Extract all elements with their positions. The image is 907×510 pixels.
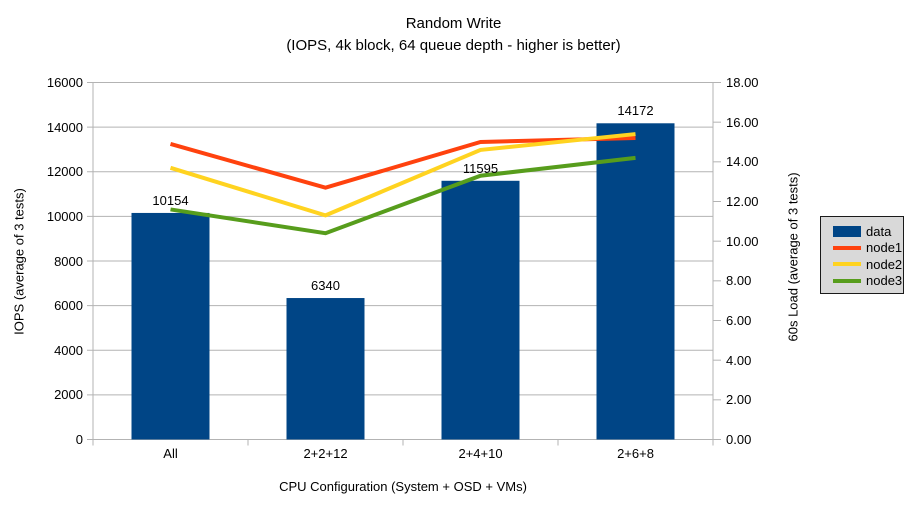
x-axis-title: CPU Configuration (System + OSD + VMs) [279, 479, 527, 494]
left-axis-tick-label: 8000 [54, 253, 83, 269]
category-label: 2+2+12 [303, 446, 348, 461]
plot-border [92, 82, 714, 440]
right-axis-tick-label: 0.00 [726, 432, 752, 447]
bar-value-label: 6340 [311, 278, 340, 294]
right-axis-tick-label: 6.00 [726, 313, 752, 328]
legend-label: node2 [866, 256, 903, 272]
bar-value-label: 14172 [617, 103, 654, 119]
legend-label: node1 [866, 240, 903, 256]
legend-label: node3 [866, 273, 903, 289]
line-node3 [170, 155, 636, 236]
right-axis-tick-label: 10.00 [726, 233, 759, 249]
bar-value-label: 11595 [462, 160, 499, 176]
legend-item-node2: node2 [833, 256, 903, 273]
category-label: All [163, 446, 178, 461]
legend-swatch-node3 [833, 278, 861, 283]
bar-2+2+12 [286, 298, 365, 440]
right-axis-tick-label: 2.00 [726, 392, 752, 408]
left-axis-tick-label: 16000 [46, 75, 83, 90]
chart-title: Random Write [405, 15, 502, 32]
right-axis-tick-label: 16.00 [726, 114, 759, 130]
right-axis-tick-label: 12.00 [726, 194, 759, 209]
legend-item-node1: node1 [833, 240, 903, 257]
legend-item-data: data [833, 223, 899, 240]
chart-subtitle: (IOPS, 4k block, 64 queue depth - higher… [286, 37, 621, 54]
right-axis-tick-label: 18.00 [726, 75, 759, 90]
legend-swatch-node1 [833, 245, 861, 250]
right-axis-title: 60s Load (average of 3 tests) [785, 172, 801, 342]
right-axis-tick-label: 8.00 [726, 273, 752, 289]
chart-legend: data node1 node2 node3 [820, 216, 904, 294]
category-label: 2+6+8 [617, 446, 654, 461]
bar-value-label: 10154 [152, 192, 189, 208]
left-axis-tick-label: 12000 [46, 164, 83, 180]
category-label: 2+4+10 [458, 446, 503, 461]
legend-item-node3: node3 [833, 273, 903, 290]
line-node2 [169, 132, 636, 218]
left-axis-tick-label: 4000 [54, 342, 83, 358]
left-axis-tick-label: 2000 [54, 387, 83, 403]
left-axis-title: IOPS (average of 3 tests) [11, 188, 27, 335]
left-axis-tick-label: 0 [75, 432, 83, 447]
right-axis-tick-label: 4.00 [726, 352, 752, 368]
bar-2+4+10 [441, 180, 520, 440]
legend-label: data [866, 223, 892, 239]
legend-swatch-node2 [833, 262, 861, 267]
bar-2+6+8 [596, 123, 675, 440]
left-axis-tick-label: 6000 [54, 298, 83, 314]
line-node1 [169, 136, 636, 190]
left-axis-tick-label: 14000 [46, 119, 83, 135]
left-axis-tick-label: 10000 [46, 208, 83, 224]
bar-All [131, 212, 210, 440]
right-axis-tick-label: 14.00 [726, 154, 759, 170]
legend-swatch-data [833, 225, 861, 237]
